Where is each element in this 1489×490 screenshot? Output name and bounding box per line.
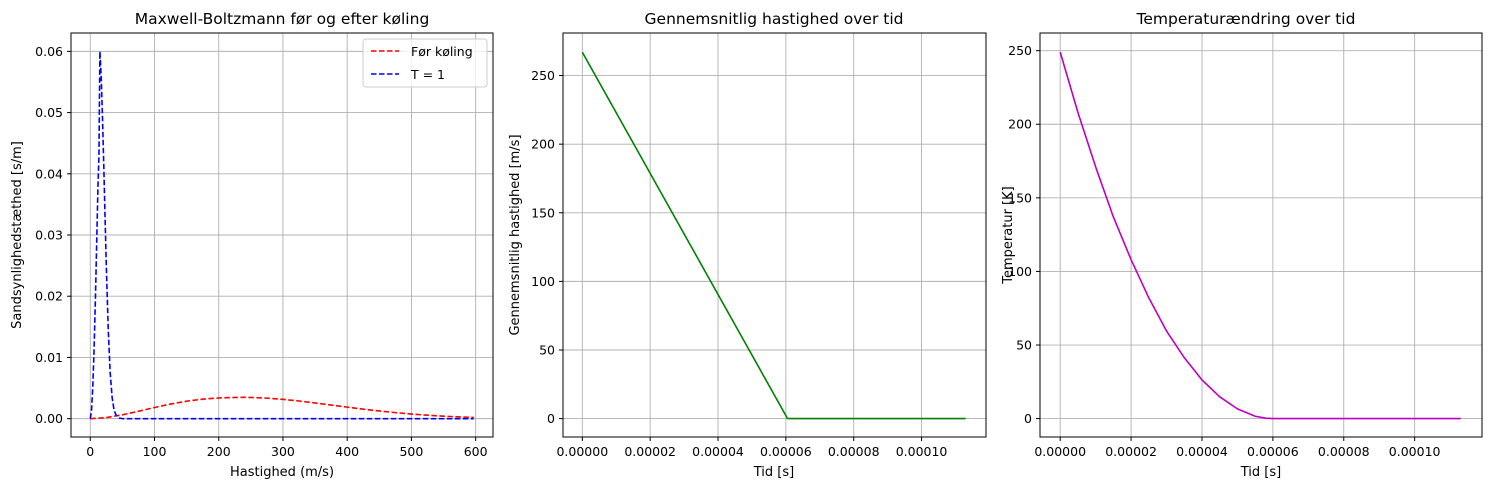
y-tick-label: 100: [531, 274, 555, 289]
y-axis-label-1: Sandsynlighedstæthed [s/m]: [10, 141, 25, 329]
x-axis-label-3: Tid [s]: [1240, 465, 1281, 480]
y-axis-label-3: Temperatur [K]: [1001, 186, 1016, 284]
panel-temperature: Temperaturændring over tid 0.00000 0.0000…: [1001, 10, 1483, 480]
y-tick-label: 0.02: [35, 289, 63, 304]
y-tick-label: 150: [531, 205, 555, 220]
x-tick-label: 0.00000: [556, 444, 608, 459]
x-tick-label: 500: [399, 444, 423, 459]
x-tick-label: 0.00008: [828, 444, 880, 459]
x-tick-label: 0.00000: [1034, 444, 1086, 459]
chart-title-1: Maxwell-Boltzmann før og efter køling: [135, 10, 430, 28]
x-tick-label: 300: [271, 444, 295, 459]
series-line-2-1: [581, 51, 966, 420]
chart-title-3: Temperaturændring over tid: [1136, 10, 1356, 28]
series-line-1-2: [89, 50, 474, 420]
ticks-2: 0.00000 0.00002 0.00004 0.00006 0.00008 0.000…: [531, 68, 947, 459]
series-group-3: [1059, 51, 1461, 420]
legend-label-fore-koling: Før køling: [411, 44, 473, 59]
y-tick-label: 0: [1024, 411, 1032, 426]
legend-label-t1: T = 1: [410, 67, 445, 82]
ticks-3: 0.00000 0.00002 0.00004 0.00006 0.00008 0.000…: [1008, 43, 1440, 459]
chart-title-2: Gennemsnitlig hastighed over tid: [645, 10, 904, 28]
legend-box: [362, 38, 488, 88]
y-axis-label-2: Gennemsnitlig hastighed [m/s]: [508, 134, 523, 335]
x-tick-label: 0.00010: [896, 444, 948, 459]
grid-2: [563, 33, 986, 437]
ticks-1: 0 100 200 300 400 500 600 0.00 0.01 0.02 0.03 0.04 0…: [35, 44, 487, 459]
x-tick-label: 0.00010: [1389, 444, 1441, 459]
y-tick-label: 0: [547, 411, 555, 426]
series-group-1: [89, 50, 474, 420]
y-tick-label: 0.01: [35, 350, 63, 365]
y-tick-label: 100: [1008, 264, 1032, 279]
y-tick-label: 0.03: [35, 228, 63, 243]
y-tick-label: 0.00: [35, 411, 63, 426]
panel-average-speed: Gennemsnitlig hastighed over tid 0.00000…: [508, 10, 987, 480]
y-tick-label: 50: [539, 342, 555, 357]
x-tick-label: 400: [335, 444, 359, 459]
x-tick-label: 0.00006: [1247, 444, 1299, 459]
series-group-2: [581, 51, 966, 420]
grid-3: [1040, 33, 1482, 437]
plot-frame-2: [562, 32, 987, 438]
y-tick-label: 250: [1008, 43, 1032, 58]
panel-maxwell-boltzmann: Maxwell-Boltzmann før og efter køling 0 1…: [10, 10, 494, 480]
y-tick-label: 200: [531, 137, 555, 152]
x-axis-label-1: Hastighed (m/s): [230, 465, 334, 480]
x-tick-label: 0.00008: [1318, 444, 1370, 459]
y-tick-label: 200: [1008, 117, 1032, 132]
y-tick-label: 250: [531, 68, 555, 83]
x-tick-label: 0: [86, 444, 94, 459]
legend-1: Før køling T = 1: [362, 38, 488, 88]
x-tick-label: 0.00002: [624, 444, 676, 459]
plot-frame-3: [1039, 32, 1483, 438]
y-tick-label: 50: [1016, 338, 1032, 353]
y-tick-label: 0.05: [35, 105, 63, 120]
x-tick-label: 0.00004: [1176, 444, 1228, 459]
y-tick-label: 150: [1008, 190, 1032, 205]
x-tick-label: 100: [143, 444, 167, 459]
y-tick-label: 0.06: [35, 44, 63, 59]
series-line-1-1: [90, 396, 474, 420]
grid-1: [71, 33, 493, 437]
x-tick-label: 600: [464, 444, 488, 459]
x-axis-label-2: Tid [s]: [753, 465, 794, 480]
y-tick-label: 0.04: [35, 166, 63, 181]
x-tick-label: 0.00006: [760, 444, 812, 459]
x-tick-label: 0.00004: [692, 444, 744, 459]
series-line-3-1: [1059, 51, 1461, 420]
x-tick-label: 0.00002: [1105, 444, 1157, 459]
x-tick-label: 200: [207, 444, 231, 459]
